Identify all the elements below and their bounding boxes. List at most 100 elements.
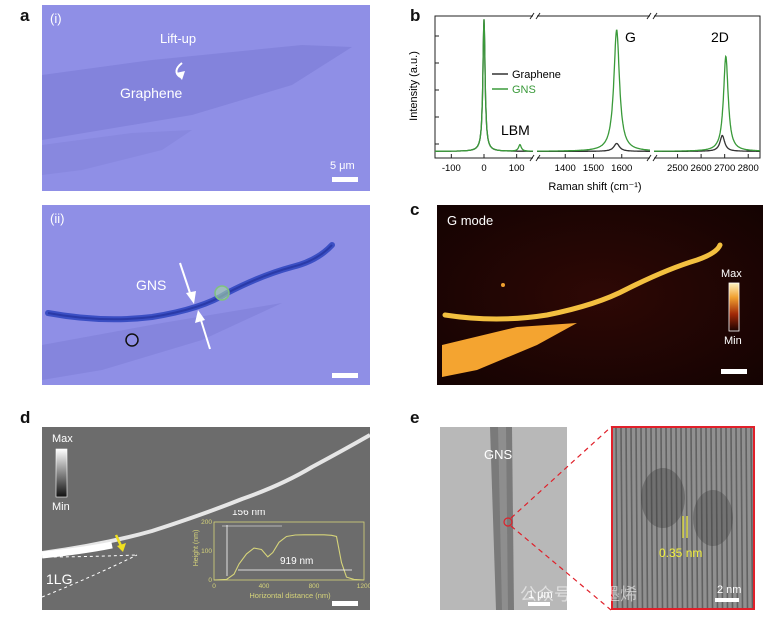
- axis-break-gap-0: [533, 14, 537, 160]
- graphene-flake-shapes: [42, 45, 352, 175]
- raman-series-gns-seg1: [537, 29, 650, 152]
- lattice-fringe: [750, 428, 753, 608]
- arrow-bottom-icon: [199, 316, 211, 350]
- colorbar-c-max: Max: [721, 268, 742, 280]
- annotation-gns: GNS: [136, 277, 167, 293]
- panel-label-b: b: [410, 6, 421, 25]
- scale-bar-label-a: 5 μm: [330, 160, 355, 172]
- lattice-fringes: [613, 428, 753, 608]
- zoom-region-marker: [503, 517, 513, 527]
- afm-x-tick-label: 800: [309, 583, 320, 590]
- panel-a-i-image: (i) Lift-up Graphene 5 μm: [42, 5, 370, 191]
- dark-contrast-right: [693, 490, 733, 546]
- raman-axes-frame: [434, 15, 761, 159]
- lattice-fringe: [655, 428, 659, 608]
- axis-break-mark: [529, 12, 535, 20]
- lattice-fringe: [615, 428, 619, 608]
- axis-break-mark: [646, 12, 652, 20]
- afm-x-tick-label: 400: [259, 583, 270, 590]
- lattice-fringe: [710, 428, 714, 608]
- lattice-fringe: [635, 428, 639, 608]
- graphene-flake-lower: [42, 130, 192, 175]
- bright-dot: [501, 283, 505, 287]
- axis-break-mark: [535, 154, 541, 162]
- colorbar-d: [55, 448, 68, 498]
- lattice-fringe: [680, 428, 684, 608]
- raman-spot-green-icon: [214, 285, 230, 301]
- peak-label-2d: 2D: [711, 29, 729, 45]
- 1lg-label: 1LG: [46, 571, 73, 587]
- raman-tick-label: 2800: [738, 163, 759, 174]
- lattice-fringe: [640, 428, 644, 608]
- gns-bright-ribbon: [442, 242, 723, 322]
- lattice-fringe: [725, 428, 729, 608]
- raman-tick-label: 1400: [555, 163, 576, 174]
- panel-label-a: a: [20, 6, 30, 25]
- panel-c-raman-map: G mode Max Min: [437, 205, 763, 385]
- lattice-fringe: [740, 428, 744, 608]
- raman-tick-label: 1600: [611, 163, 632, 174]
- panel-e-hrtem-image: 0.35 nm 2 nm: [611, 426, 755, 610]
- lattice-fringe: [730, 428, 734, 608]
- lattice-fringe: [705, 428, 709, 608]
- colorbar-c: [728, 282, 740, 332]
- lattice-fringe: [720, 428, 724, 608]
- lattice-fringe: [660, 428, 664, 608]
- afm-x-tick-label: 0: [212, 583, 216, 590]
- axis-break-gap-1: [650, 14, 654, 160]
- g-mode-map-shapes: [437, 205, 763, 385]
- scale-bar-label-e-right: 2 nm: [717, 584, 742, 596]
- gns-tem-label: GNS: [484, 447, 513, 462]
- afm-y-tick-label: 200: [201, 519, 212, 526]
- lattice-fringe: [665, 428, 669, 608]
- raman-y-axis-label: Intensity (a.u.): [408, 51, 420, 121]
- colorbar-d-max: Max: [52, 433, 73, 445]
- afm-x-axis-label: Horizontal distance (nm): [249, 591, 331, 600]
- afm-axes-frame: [213, 521, 365, 581]
- dark-contrast-left: [641, 468, 685, 528]
- panel-label-c: c: [410, 200, 420, 219]
- raman-series-graphene-seg1: [537, 142, 650, 152]
- afm-profile-line: [213, 534, 365, 581]
- raman-tick-label: 2600: [691, 163, 712, 174]
- axis-break-mark: [646, 154, 652, 162]
- gns-afm-thick-end: [42, 541, 113, 559]
- raman-tick-label: 2700: [714, 163, 735, 174]
- afm-background: [42, 427, 370, 610]
- afm-y-tick-label: 0: [208, 577, 212, 584]
- annotation-graphene: Graphene: [120, 85, 183, 101]
- afm-y-tick-label: 100: [201, 548, 212, 555]
- raman-series-gns-seg2: [654, 54, 760, 152]
- afm-height-annotation: 156 nm: [232, 510, 265, 518]
- raman-tick-label: 100: [509, 163, 525, 174]
- raman-chart: -100 0 100 1400 1500 1600 2500 2600 2700 2800 Int…: [405, 8, 770, 198]
- g-mode-label: G mode: [447, 213, 494, 228]
- annotation-lift-up: Lift-up: [160, 31, 197, 46]
- legend-label-gns: GNS: [512, 84, 536, 96]
- afm-height-profile-chart: 0 400 800 1200 0 100 200 Height (nm) Horizonta…: [193, 510, 370, 600]
- afm-y-axis-label: Height (nm): [193, 530, 200, 567]
- scale-bar-c: [721, 369, 747, 374]
- scale-bar-a-ii: [332, 373, 358, 378]
- afm-x-tick-label: 1200: [357, 583, 370, 590]
- lattice-fringe: [695, 428, 699, 608]
- lattice-fringe: [625, 428, 629, 608]
- graphene-bright-region: [442, 323, 577, 377]
- scale-bar-d: [332, 601, 358, 606]
- graphene-flake-residual: [42, 303, 282, 380]
- axis-break-mark: [652, 154, 658, 162]
- axis-break-mark: [535, 12, 541, 20]
- lattice-fringe: [620, 428, 624, 608]
- panel-label-e: e: [410, 408, 420, 427]
- lattice-fringe: [670, 428, 674, 608]
- peak-label-g: G: [625, 29, 636, 45]
- scale-bar-e-right: [715, 598, 739, 602]
- lattice-fringe: [650, 428, 654, 608]
- lattice-fringe: [630, 428, 634, 608]
- gns-tem-ribbon-core: [498, 427, 508, 610]
- panel-a-ii-image: (ii) GNS: [42, 205, 370, 385]
- 1lg-boundary-bottom: [42, 554, 138, 558]
- lattice-fringe: [645, 428, 649, 608]
- lattice-fringe: [715, 428, 719, 608]
- gns-optical-shapes: [42, 242, 335, 380]
